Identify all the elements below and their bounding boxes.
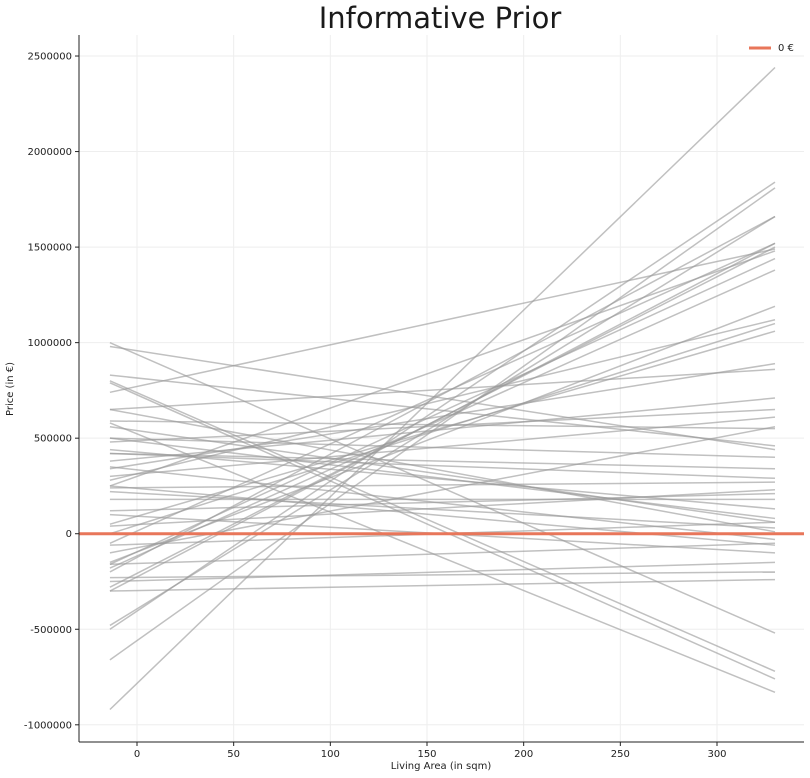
x-tick-label: 200 xyxy=(514,749,533,760)
prior-sample-line xyxy=(109,257,776,565)
x-tick-label: 300 xyxy=(707,749,726,760)
x-axis-ticks: 0 50 100 150 200 250 300 xyxy=(134,742,727,760)
y-tick-label: -1000000 xyxy=(24,720,72,731)
x-tick-label: 150 xyxy=(417,749,436,760)
prior-sample-line xyxy=(109,66,776,711)
y-tick-label: 1000000 xyxy=(27,338,72,349)
y-tick-label: 0 xyxy=(66,529,72,540)
prior-sample-line xyxy=(109,362,776,470)
prior-sample-line xyxy=(109,408,776,533)
y-tick-label: 2000000 xyxy=(27,147,72,158)
prior-sample-line xyxy=(109,452,776,480)
prior-sample-line xyxy=(109,318,776,481)
prior-sample-line xyxy=(109,578,776,592)
prior-sample-line xyxy=(109,490,776,529)
prior-sample-line xyxy=(109,408,776,443)
prior-sample-line xyxy=(109,215,776,627)
prior-sample-lines xyxy=(109,66,776,711)
prior-sample-line xyxy=(109,368,776,411)
prior-sample-line xyxy=(109,187,776,661)
y-axis-label: Price (in €) xyxy=(5,362,16,416)
y-tick-label: -500000 xyxy=(30,625,72,636)
prior-sample-line xyxy=(109,181,776,630)
prior-sample-line xyxy=(109,374,776,447)
legend-label-zero: 0 € xyxy=(778,43,794,54)
prior-sample-line xyxy=(109,425,776,554)
prior-sample-line xyxy=(109,485,776,546)
prior-sample-line xyxy=(109,561,776,583)
prior-sample-line xyxy=(109,448,776,510)
prior-sample-line xyxy=(109,422,776,694)
prior-sample-line xyxy=(109,437,776,459)
prior-sample-line xyxy=(109,437,776,520)
y-tick-label: 2500000 xyxy=(27,52,72,63)
prior-sample-line xyxy=(109,489,776,527)
prior-sample-line xyxy=(109,250,776,487)
x-tick-label: 250 xyxy=(611,749,630,760)
prior-sample-line xyxy=(109,466,776,541)
prior-sample-line xyxy=(109,248,776,394)
prior-sample-line xyxy=(109,416,776,478)
prior-sample-line xyxy=(109,397,776,462)
x-tick-label: 0 xyxy=(134,749,140,760)
prior-sample-line xyxy=(109,382,776,680)
legend: 0 € xyxy=(749,43,794,54)
y-axis-ticks: -1000000 -500000 0 500000 1000000 1500000 2000… xyxy=(24,52,79,731)
x-axis-label: Living Area (in sqm) xyxy=(391,761,492,772)
y-tick-label: 500000 xyxy=(34,434,72,445)
y-tick-label: 1500000 xyxy=(27,243,72,254)
x-tick-label: 100 xyxy=(321,749,340,760)
prior-sample-line xyxy=(109,246,776,588)
prior-sample-line xyxy=(109,425,776,523)
prior-sample-line xyxy=(109,481,776,489)
chart-title: Informative Prior xyxy=(319,1,562,35)
prior-sample-line xyxy=(109,242,776,544)
prior-sample-line xyxy=(109,571,776,579)
prior-sample-line xyxy=(109,345,776,451)
prior-sample-line xyxy=(109,269,776,569)
prior-sample-line xyxy=(109,452,776,470)
prior-sample-line xyxy=(109,341,776,634)
prior-sample-line xyxy=(109,330,776,525)
x-tick-label: 50 xyxy=(227,749,240,760)
